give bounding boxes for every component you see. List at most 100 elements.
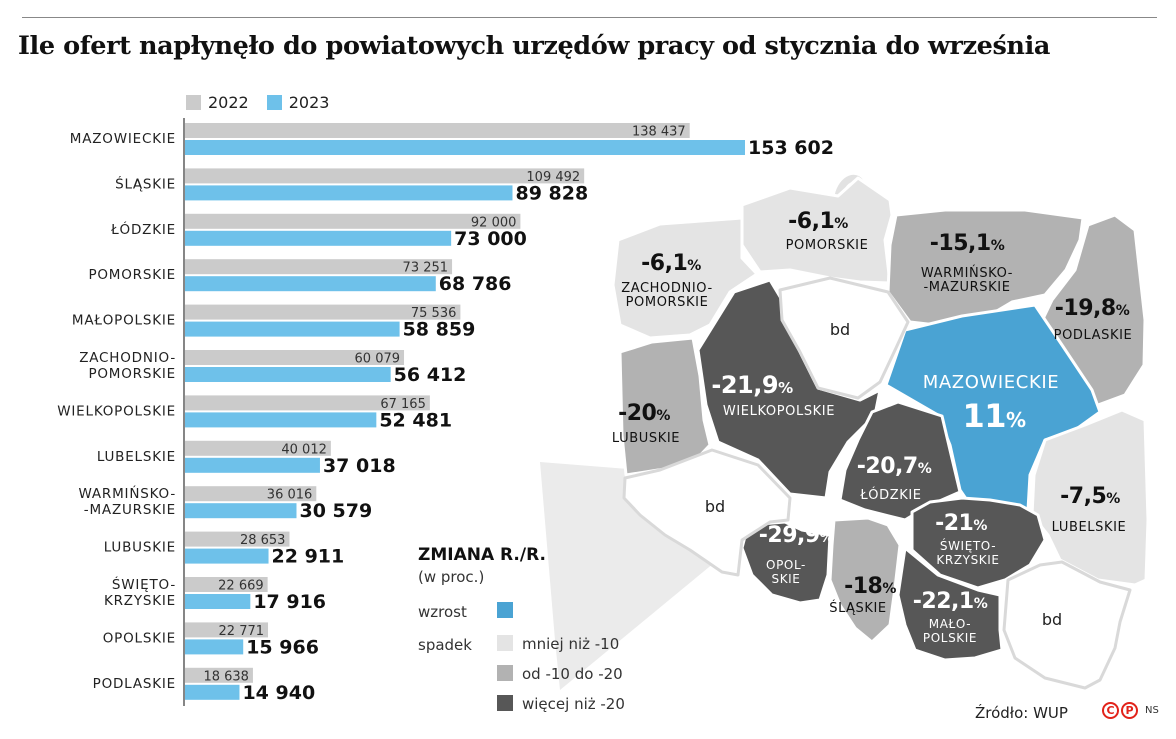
data-label-2023: 37 018 <box>323 455 396 477</box>
map-region-opolskie <box>740 520 832 605</box>
data-label-2023: 22 911 <box>272 546 345 568</box>
map-label-slaskie: ŚLĄSKIE <box>829 600 886 616</box>
bar-2023 <box>185 503 297 519</box>
map-label-pomorskie: POMORSKIE <box>786 238 869 253</box>
category-label: POMORSKIE <box>88 366 176 382</box>
map-value-percent: % <box>973 518 987 534</box>
legend-spadek-label: spadek <box>418 636 472 654</box>
bar-2023 <box>185 230 452 246</box>
map-value-number: 11 <box>962 397 1006 435</box>
bar-2023 <box>185 457 320 473</box>
data-label-2023: 15 966 <box>246 636 319 658</box>
map-region-slaskie <box>828 516 902 644</box>
map-label-malopolskie: POLSKIE <box>923 631 977 645</box>
map-value-percent: % <box>656 408 670 424</box>
bar-2022 <box>185 531 290 547</box>
legend-scale-label: mniej niż -10 <box>522 635 619 653</box>
data-label-2022: 22 771 <box>219 624 265 639</box>
map-value-kujawsko-pomorskie: bd <box>830 320 850 339</box>
map-label-lodzkie: ŁÓDZKIE <box>859 487 921 503</box>
legend-swatch-2023 <box>266 95 282 110</box>
data-label-2022: 73 251 <box>403 261 449 276</box>
bar-2023 <box>185 412 377 428</box>
map-value-mazowieckie: 11% <box>962 397 1026 435</box>
map-label-swietokrzyskie: ŚWIĘTO- <box>940 538 996 553</box>
map-value-percent: % <box>1006 408 1026 432</box>
bar-2022 <box>185 577 268 592</box>
data-label-2022: 92 000 <box>471 215 517 230</box>
legend-label-2023: 2023 <box>288 93 330 112</box>
map-legend-title: ZMIANA R./R. <box>418 545 546 565</box>
category-label: MAZOWIECKIE <box>70 131 176 147</box>
source-note: Źródło: WUP <box>975 704 1068 722</box>
map-region-pomorskie <box>740 176 894 285</box>
bar-2023 <box>185 367 391 382</box>
data-label-2023: 30 579 <box>299 500 372 522</box>
bar-legend: 2022 2023 <box>186 93 347 112</box>
map-label-swietokrzyskie: KRZYSKIE <box>936 553 999 567</box>
bar-2023 <box>185 639 244 655</box>
map-value-number: -20,7 <box>857 454 918 479</box>
map-label-lubuskie: LUBUSKIE <box>612 431 680 446</box>
category-label: KRZYSKIE <box>104 593 176 609</box>
map-label-podlaskie: PODLASKIE <box>1054 328 1133 343</box>
data-label-2022: 18 638 <box>203 669 249 684</box>
bar-2022 <box>185 395 430 411</box>
category-label: ZACHODNIO- <box>79 350 176 366</box>
legend-label-2022: 2022 <box>208 93 249 112</box>
data-label-2022: 67 165 <box>380 397 426 412</box>
bar-2022 <box>185 168 585 184</box>
map-value-number: -21,9 <box>711 371 778 399</box>
map-value-percent: % <box>820 530 834 546</box>
map-legend-subtitle: (w proc.) <box>418 568 484 586</box>
map-value-podkarpackie: bd <box>1042 610 1062 629</box>
top-rule <box>22 17 1157 18</box>
category-label: POMORSKIE <box>88 267 176 283</box>
bar-2023 <box>185 594 251 609</box>
publisher-logo: C P NS <box>1102 702 1159 719</box>
map-label-zachodniopomorskie: POMORSKIE <box>626 295 709 310</box>
legend-scale-label: od -10 do -20 <box>522 665 623 683</box>
data-label-2023: 68 786 <box>439 273 512 295</box>
map-value-lodzkie: -20,7% <box>857 454 932 479</box>
map-region-dolnoslaskie <box>622 448 792 577</box>
category-label: WARMIŃSKO- <box>78 484 176 502</box>
logo-letter-p: P <box>1121 702 1138 719</box>
map-label-warminsko-mazurskie: -MAZURSKIE <box>923 280 1010 295</box>
data-label-2022: 109 492 <box>526 170 580 185</box>
chart-title: Ile ofert napłynęło do powiatowych urzęd… <box>18 31 1050 61</box>
map-value-number: -29,9 <box>759 523 820 548</box>
map-value-percent: % <box>991 238 1005 254</box>
data-label-2023: 89 828 <box>515 182 588 204</box>
map-value-percent: % <box>834 216 848 232</box>
map-value-swietokrzyskie: -21% <box>935 511 987 536</box>
bar-2023 <box>185 140 745 155</box>
map-value-number: -6,1 <box>788 209 834 234</box>
map-value-percent: % <box>882 581 896 597</box>
bar-2022 <box>185 123 690 138</box>
map-value-number: -20 <box>618 401 656 426</box>
map-value-podlaskie: -19,8% <box>1055 296 1130 321</box>
map-label-zachodniopomorskie: ZACHODNIO- <box>621 281 713 296</box>
category-label: LUBELSKIE <box>97 449 176 465</box>
bar-2022 <box>185 440 331 456</box>
map-region-malopolskie <box>896 546 1004 662</box>
map-value-wielkopolskie: -21,9% <box>711 371 793 399</box>
data-label-2023: 52 481 <box>379 409 452 431</box>
data-label-2023: 56 412 <box>394 364 467 386</box>
map-label-opolskie: OPOL- <box>766 558 806 572</box>
legend-item-2022: 2022 <box>186 93 249 112</box>
map-value-opolskie: -29,9% <box>759 523 834 548</box>
map-value-malopolskie: -22,1% <box>913 589 988 614</box>
bar-2022 <box>185 304 461 320</box>
data-label-2022: 28 653 <box>240 533 286 548</box>
map-value-number: -7,5 <box>1060 484 1106 509</box>
category-label: -MAZURSKIE <box>84 502 176 518</box>
bar-2023 <box>185 276 436 292</box>
bar-2022 <box>185 486 317 502</box>
category-label: OPOLSKIE <box>103 630 176 646</box>
map-value-percent: % <box>1106 491 1120 507</box>
map-value-slaskie: -18% <box>844 574 896 599</box>
map-value-percent: % <box>778 379 793 397</box>
